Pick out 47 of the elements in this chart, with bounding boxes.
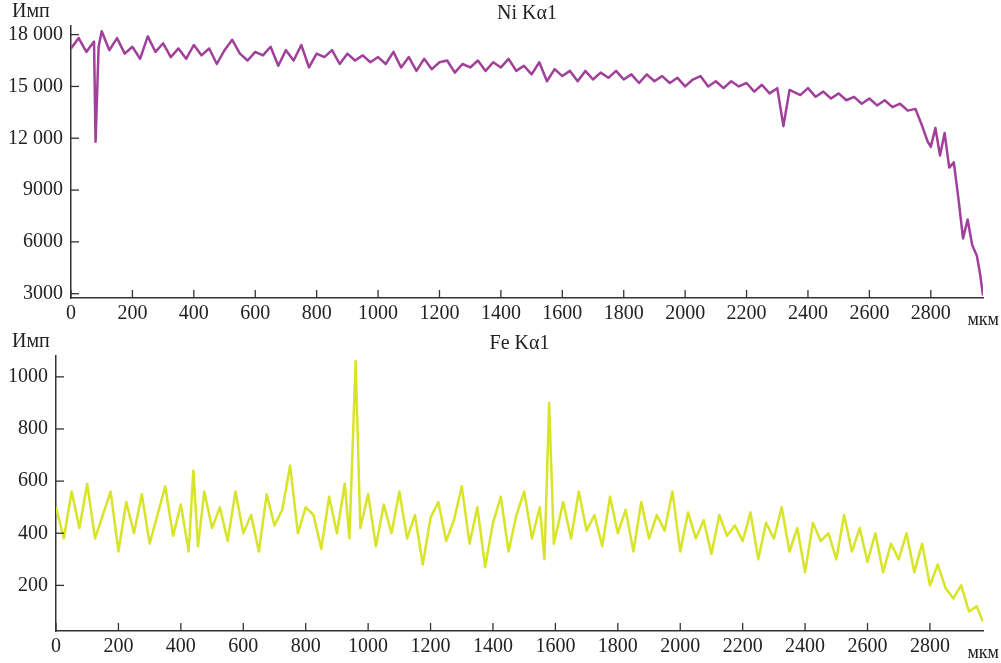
x-tick-label: 2200	[722, 634, 763, 657]
y-tick-label: 9000	[23, 177, 63, 200]
x-tick-label: 400	[165, 634, 196, 657]
y-axis-title: Имп	[12, 0, 51, 22]
x-tick-label: 1600	[542, 301, 583, 324]
y-tick-label: 1000	[8, 364, 48, 387]
x-tick-label: 400	[178, 301, 209, 324]
x-tick-label: 600	[240, 301, 271, 324]
x-tick-label: 2000	[665, 301, 706, 324]
x-tick-label: 2600	[849, 301, 890, 324]
y-tick-label: 600	[18, 468, 48, 491]
y-tick-label: 800	[18, 416, 48, 439]
x-tick-label: 1000	[358, 301, 399, 324]
x-tick-label: 2400	[787, 301, 828, 324]
y-tick-label: 18 000	[8, 21, 63, 44]
x-tick-label: 0	[66, 301, 76, 324]
y-tick-label: 400	[18, 520, 48, 543]
x-tick-label: 800	[290, 634, 321, 657]
chart-title: Fe Kα1	[489, 331, 550, 354]
x-axis-title: мкм	[967, 308, 999, 329]
x-tick-label: 2600	[847, 634, 888, 657]
y-tick-label: 6000	[23, 229, 63, 252]
x-tick-label: 1800	[597, 634, 638, 657]
y-tick-label: 15 000	[8, 73, 63, 96]
x-tick-label: 2000	[660, 634, 701, 657]
x-tick-label: 1000	[348, 634, 389, 657]
x-tick-label: 1400	[480, 301, 521, 324]
y-tick-label: 12 000	[8, 125, 63, 148]
x-tick-label: 800	[301, 301, 332, 324]
x-tick-label: 200	[117, 301, 148, 324]
x-tick-label: 1200	[419, 301, 460, 324]
x-axis-title: мкм	[967, 641, 999, 662]
chart-title: Ni Kα1	[497, 1, 557, 24]
y-axis-title: Имп	[12, 329, 51, 352]
y-tick-label: 200	[18, 572, 48, 595]
x-tick-label: 1200	[410, 634, 451, 657]
y-tick-label: 3000	[23, 280, 63, 303]
x-tick-label: 2400	[785, 634, 826, 657]
x-tick-label: 0	[51, 634, 61, 657]
x-tick-label: 1400	[472, 634, 513, 657]
x-tick-label: 1800	[603, 301, 644, 324]
x-tick-label: 2800	[910, 301, 951, 324]
x-tick-label: 600	[228, 634, 259, 657]
x-tick-label: 2800	[909, 634, 950, 657]
x-tick-label: 1600	[535, 634, 576, 657]
x-tick-label: 2200	[726, 301, 767, 324]
x-tick-label: 200	[103, 634, 134, 657]
